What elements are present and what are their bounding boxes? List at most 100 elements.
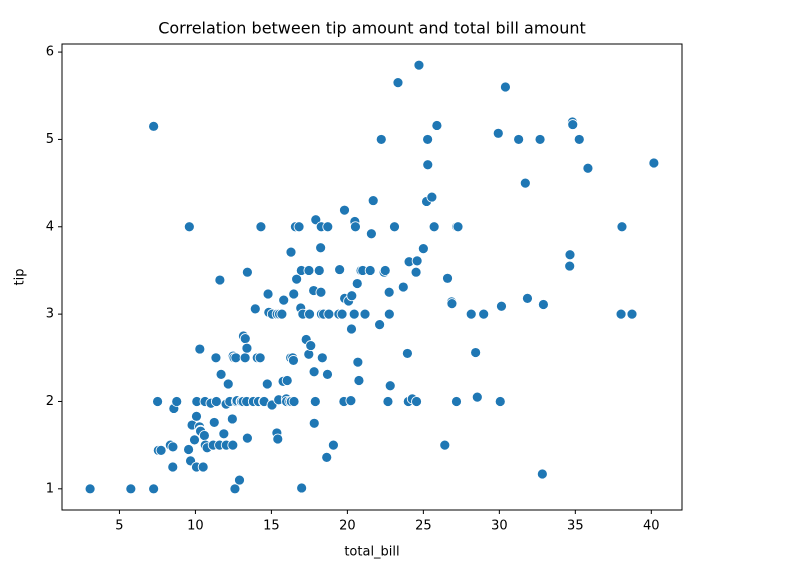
point: [478, 308, 490, 320]
x-tick-label: 25: [415, 519, 432, 534]
point: [167, 461, 179, 473]
point: [84, 483, 96, 495]
point: [513, 134, 525, 145]
point: [353, 375, 365, 386]
point: [334, 264, 346, 275]
point: [249, 303, 261, 315]
point: [365, 228, 377, 240]
point: [197, 461, 209, 473]
point: [410, 266, 422, 278]
point: [215, 368, 227, 380]
point: [375, 134, 387, 145]
point: [411, 396, 422, 407]
point: [397, 281, 409, 293]
point: [346, 323, 357, 335]
chart-title: Correlation between tip amount and total…: [158, 19, 586, 38]
point: [384, 380, 396, 392]
x-axis-label: total_bill: [344, 545, 399, 560]
point: [534, 134, 546, 145]
point: [288, 396, 300, 407]
point: [315, 286, 327, 298]
point: [227, 439, 239, 451]
point: [229, 483, 241, 495]
point: [189, 434, 200, 446]
point: [222, 378, 234, 390]
point: [392, 77, 404, 89]
point: [210, 396, 222, 407]
point: [313, 265, 325, 276]
point: [226, 413, 238, 425]
point: [321, 451, 333, 463]
point: [626, 308, 638, 320]
point: [431, 120, 443, 131]
point: [374, 319, 385, 331]
point: [328, 439, 339, 451]
y-tick-label: 6: [46, 45, 54, 60]
point: [350, 221, 361, 233]
point: [183, 444, 194, 455]
point: [210, 352, 222, 364]
y-tick-label: 4: [46, 219, 54, 234]
point: [648, 157, 660, 169]
y-tick-label: 1: [46, 481, 54, 496]
plot-frame: [61, 43, 683, 511]
point: [500, 81, 511, 93]
point: [382, 396, 394, 407]
point: [402, 348, 413, 359]
point: [239, 333, 251, 344]
y-tick-label: 3: [46, 307, 54, 322]
x-tick-label: 10: [187, 519, 204, 534]
point: [351, 278, 363, 289]
point: [148, 483, 160, 495]
point: [451, 396, 462, 407]
point: [564, 260, 576, 272]
point: [303, 348, 315, 360]
point: [198, 430, 210, 441]
point: [322, 221, 334, 233]
point: [519, 177, 531, 189]
x-tick-label: 20: [339, 519, 356, 534]
point: [305, 340, 317, 351]
point: [315, 242, 327, 254]
point: [230, 352, 242, 364]
y-tick-label: 2: [46, 394, 54, 409]
point: [564, 249, 576, 261]
point: [167, 441, 179, 453]
point: [492, 127, 504, 139]
point: [465, 308, 477, 320]
point: [616, 221, 628, 233]
point: [496, 300, 507, 312]
point: [323, 308, 335, 320]
point: [471, 391, 483, 403]
point: [308, 366, 320, 378]
point: [345, 395, 357, 406]
point: [155, 444, 167, 456]
point: [352, 356, 364, 368]
point: [359, 308, 371, 320]
point: [582, 162, 594, 174]
point: [183, 221, 195, 233]
point: [291, 273, 303, 285]
point: [148, 120, 160, 132]
point: [303, 265, 315, 276]
point: [422, 159, 434, 171]
point: [234, 474, 245, 486]
point: [428, 221, 440, 233]
point: [383, 286, 395, 298]
point: [194, 343, 206, 355]
y-tick-label: 5: [46, 132, 54, 147]
point: [254, 352, 266, 364]
point: [494, 396, 506, 407]
point: [316, 352, 328, 364]
x-tick-label: 40: [643, 519, 660, 534]
point: [241, 432, 253, 444]
point: [239, 352, 251, 364]
point: [261, 378, 273, 390]
point: [389, 221, 400, 233]
point: [309, 396, 321, 407]
point: [346, 290, 358, 302]
point: [470, 347, 482, 358]
point: [615, 308, 627, 320]
